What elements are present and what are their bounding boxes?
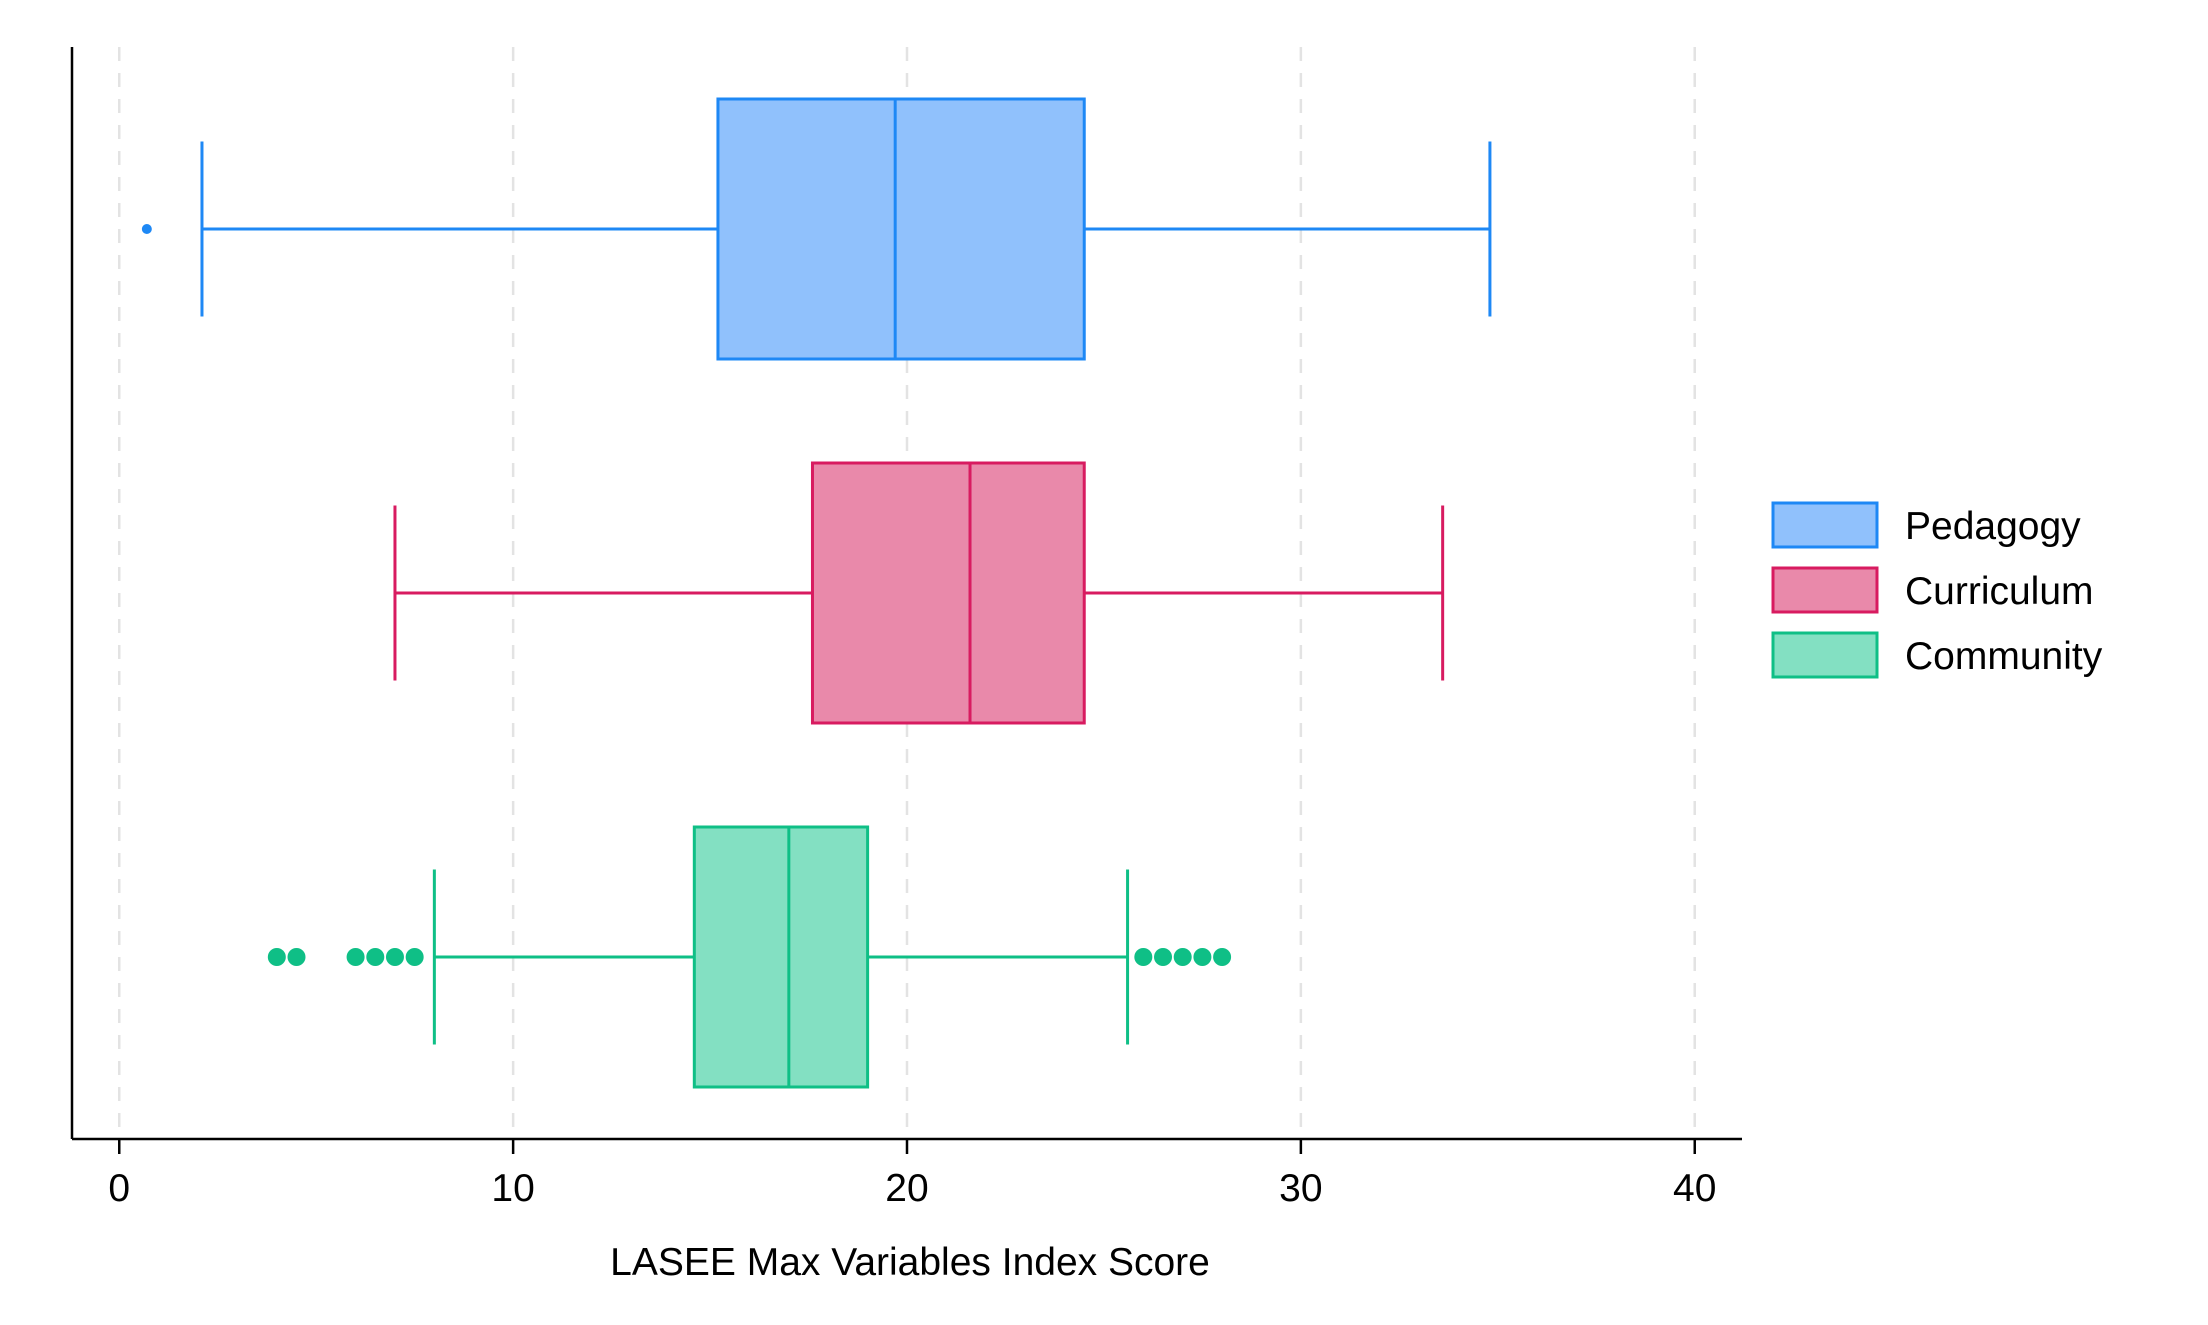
- legend: Pedagogy Curriculum Community: [1771, 501, 2103, 679]
- iqr-box: [716, 97, 1086, 361]
- outlier-point: [385, 948, 404, 966]
- outlier-point: [405, 948, 424, 966]
- outlier-point: [346, 948, 365, 966]
- x-ticks: 0 10 20 30 40: [108, 1139, 1716, 1210]
- iqr-box: [692, 825, 870, 1089]
- x-axis-title: LASEE Max Variables Index Score: [610, 1241, 1210, 1284]
- outlier-point: [1154, 948, 1173, 966]
- legend-item-community: Community: [1771, 631, 2103, 679]
- outlier-point: [1173, 948, 1192, 966]
- iqr-box: [810, 461, 1086, 725]
- outlier-point: [1213, 948, 1232, 966]
- outlier-point: [1134, 948, 1153, 966]
- box-pedagogy: [141, 97, 1492, 361]
- x-tick-label: 0: [108, 1167, 130, 1210]
- legend-swatch: [1771, 501, 1879, 549]
- legend-item-curriculum: Curriculum: [1771, 566, 2094, 614]
- x-tick-label: 20: [885, 1167, 928, 1210]
- box-curriculum: [393, 461, 1445, 725]
- outlier-point: [366, 948, 385, 966]
- legend-label: Curriculum: [1905, 570, 2094, 613]
- x-tick-label: 30: [1279, 1167, 1322, 1210]
- legend-label: Community: [1905, 635, 2103, 678]
- legend-swatch: [1771, 631, 1879, 679]
- legend-item-pedagogy: Pedagogy: [1771, 501, 2081, 549]
- legend-label: Pedagogy: [1905, 505, 2081, 548]
- box-series: [141, 97, 1492, 1089]
- x-tick-label: 40: [1673, 1167, 1716, 1210]
- x-tick-label: 10: [491, 1167, 534, 1210]
- box-community: [267, 825, 1232, 1089]
- outlier-point: [141, 224, 152, 234]
- outlier-point: [287, 948, 306, 966]
- outlier-point: [1193, 948, 1212, 966]
- outlier-point: [267, 948, 286, 966]
- legend-swatch: [1771, 566, 1879, 614]
